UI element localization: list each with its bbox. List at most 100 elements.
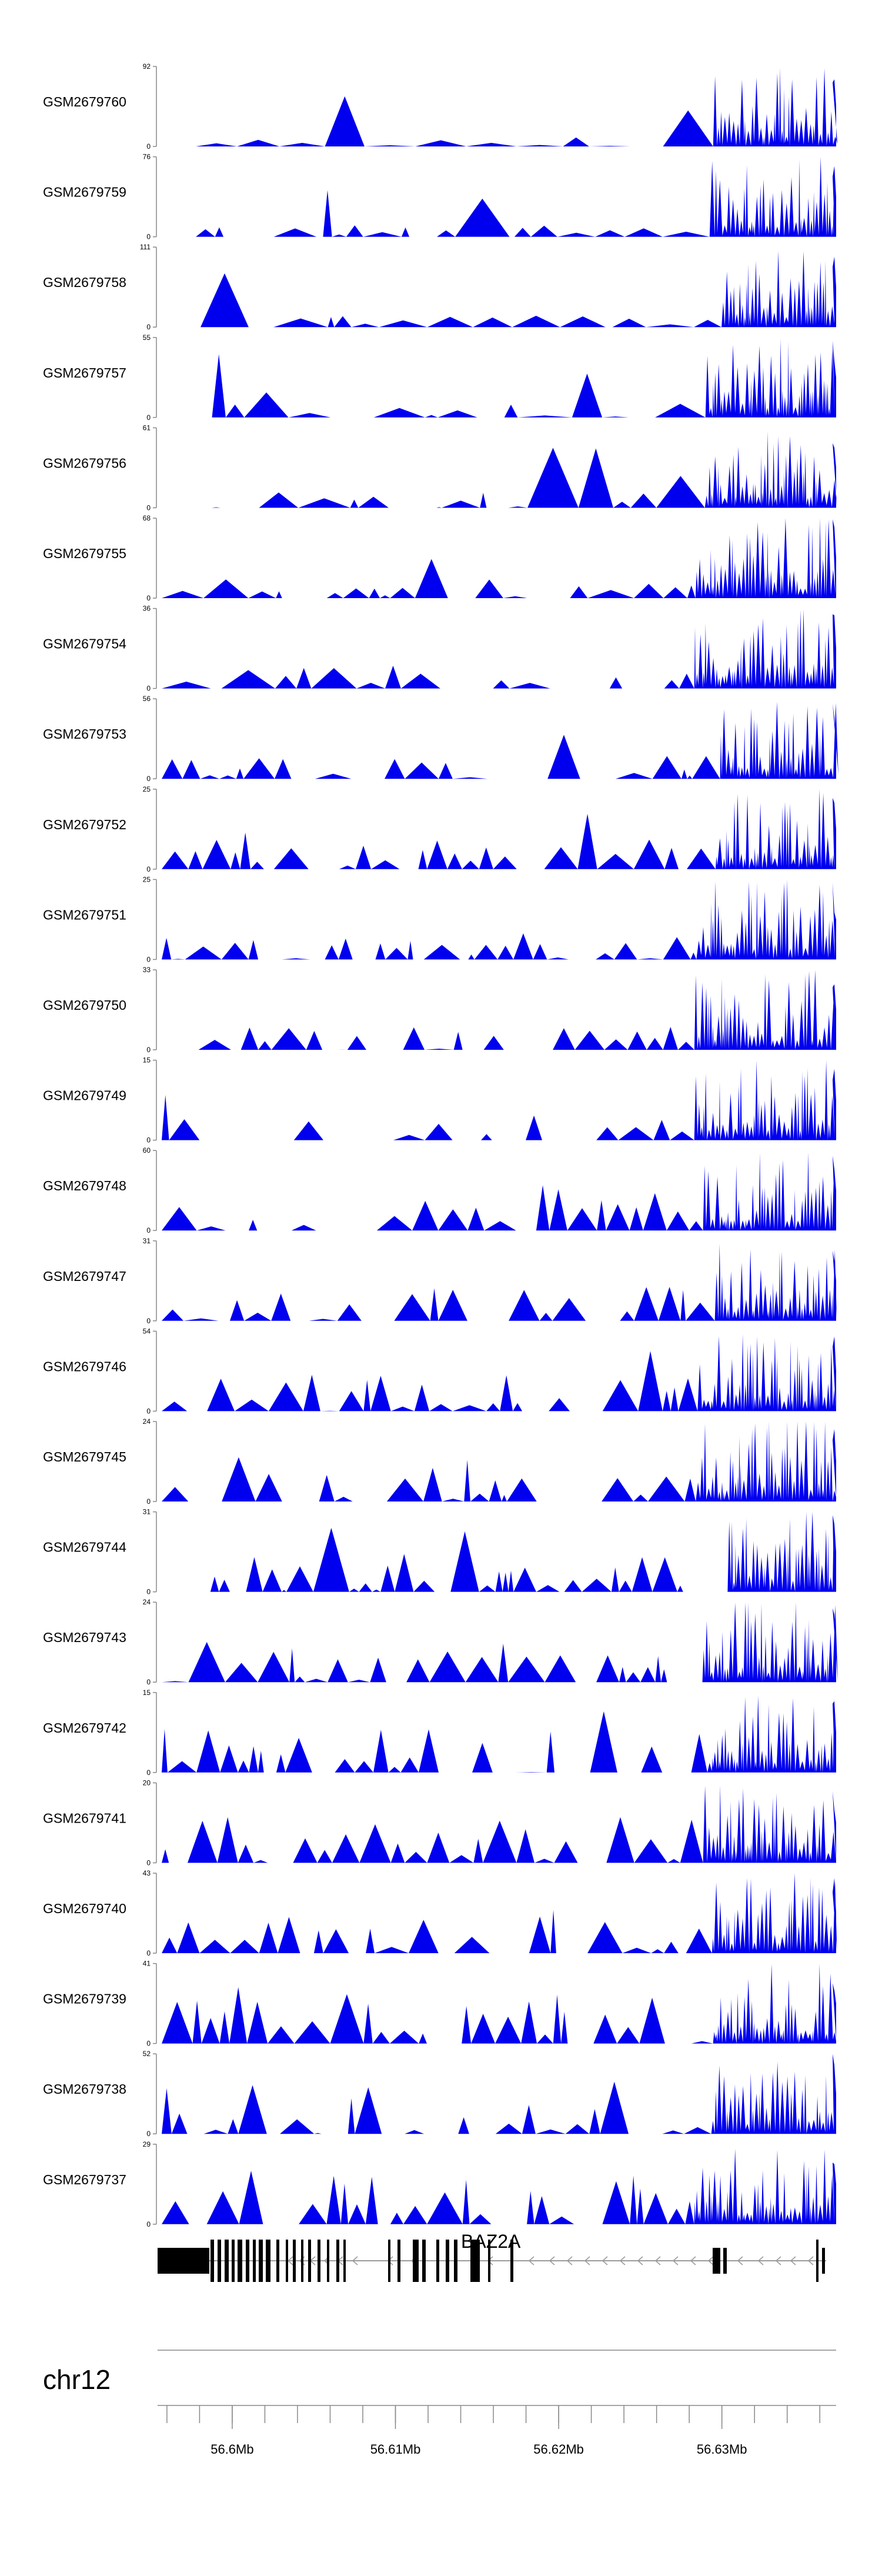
- track-label: GSM2679756: [43, 455, 126, 471]
- y-min-label: 0: [146, 323, 151, 331]
- coverage-area: [162, 702, 838, 779]
- exon-block: [510, 2240, 513, 2282]
- track-GSM2679757: GSM2679757 55 0: [43, 333, 836, 422]
- y-max-label: 24: [143, 1598, 151, 1606]
- y-max-label: 43: [143, 1869, 151, 1877]
- coverage-area: [162, 879, 836, 960]
- coverage-area: [162, 1696, 836, 1773]
- y-min-label: 0: [146, 1769, 151, 1777]
- track-label: GSM2679753: [43, 726, 126, 742]
- track-label: GSM2679742: [43, 1720, 126, 1736]
- coverage-area: [162, 2148, 836, 2224]
- exon-block: [446, 2240, 449, 2282]
- coverage-area: [162, 1334, 836, 1412]
- exon-block: [211, 2240, 214, 2282]
- exon-block: [327, 2240, 329, 2282]
- exon-block: [343, 2240, 346, 2282]
- coverage-area: [162, 1243, 837, 1321]
- y-max-label: 55: [143, 333, 151, 342]
- y-min-label: 0: [146, 1858, 151, 1867]
- track-GSM2679760: GSM2679760 92 0: [43, 62, 838, 151]
- coverage-area: [162, 1602, 838, 1683]
- y-min-label: 0: [146, 2040, 151, 2048]
- coverage-area: [191, 68, 838, 147]
- track-label: GSM2679760: [43, 94, 126, 109]
- strand-arrow: [602, 2256, 608, 2265]
- exon-block: [713, 2248, 720, 2274]
- y-min-label: 0: [146, 1678, 151, 1686]
- y-max-label: 60: [143, 1146, 151, 1154]
- gene-model-track: BAZ2A: [158, 2231, 826, 2282]
- coverage-area: [162, 339, 836, 418]
- strand-arrow: [737, 2256, 743, 2265]
- coverage-area: [162, 518, 836, 598]
- coverage-area: [162, 2054, 836, 2134]
- y-max-label: 36: [143, 605, 151, 613]
- strand-arrow: [654, 2256, 661, 2265]
- y-min-label: 0: [146, 1949, 151, 1957]
- y-max-label: 31: [143, 1508, 151, 1516]
- coverage-area: [162, 970, 836, 1050]
- y-max-label: 33: [143, 966, 151, 974]
- exon-block: [301, 2240, 303, 2282]
- y-max-label: 15: [143, 1689, 151, 1697]
- exon-block: [723, 2248, 727, 2274]
- y-max-label: 25: [143, 785, 151, 793]
- exon-block: [293, 2240, 296, 2282]
- track-label: GSM2679738: [43, 2081, 126, 2097]
- track-GSM2679746: GSM2679746 54 0: [43, 1327, 836, 1415]
- track-GSM2679755: GSM2679755 68 0: [43, 514, 836, 602]
- track-label: GSM2679741: [43, 1810, 126, 1826]
- track-label: GSM2679737: [43, 2172, 126, 2187]
- y-max-label: 29: [143, 2140, 151, 2148]
- track-label: GSM2679748: [43, 1178, 126, 1193]
- coverage-area: [162, 1511, 836, 1592]
- axis-tick-label: 56.6Mb: [211, 2442, 253, 2457]
- y-min-label: 0: [146, 233, 151, 241]
- axis-tick-label: 56.62Mb: [533, 2442, 584, 2457]
- strand-arrow: [352, 2256, 358, 2265]
- track-label: GSM2679752: [43, 817, 126, 832]
- track-label: GSM2679745: [43, 1449, 126, 1464]
- y-max-label: 68: [143, 514, 151, 522]
- track-GSM2679744: GSM2679744 31 0: [43, 1508, 836, 1596]
- track-label: GSM2679750: [43, 997, 126, 1013]
- exon-block: [436, 2240, 439, 2282]
- exon-block: [488, 2240, 490, 2282]
- y-max-label: 24: [143, 1417, 151, 1426]
- track-label: GSM2679744: [43, 1540, 126, 1555]
- track-GSM2679751: GSM2679751 25 0: [43, 875, 836, 963]
- track-GSM2679754: GSM2679754 36 0: [43, 605, 836, 693]
- genome-axis-track: chr12 56.6Mb 56.61Mb 56.62Mb 56.63Mb: [43, 2350, 836, 2457]
- strand-arrow: [528, 2256, 534, 2265]
- strand-arrow: [619, 2256, 626, 2265]
- y-max-label: 41: [143, 1960, 151, 1968]
- coverage-tracks: GSM2679760 92 0 GSM2679759 76 0 GSM2679758 111 0…: [43, 62, 838, 2228]
- y-max-label: 31: [143, 1237, 151, 1245]
- y-min-label: 0: [146, 1588, 151, 1596]
- y-max-label: 52: [143, 2050, 151, 2058]
- coverage-area: [201, 251, 836, 328]
- track-GSM2679759: GSM2679759 76 0: [43, 153, 836, 241]
- y-max-label: 15: [143, 1056, 151, 1065]
- strand-arrow: [757, 2256, 764, 2265]
- track-GSM2679743: GSM2679743 24 0: [43, 1598, 838, 1686]
- track-GSM2679753: GSM2679753 56 0: [43, 695, 838, 783]
- y-min-label: 0: [146, 775, 151, 783]
- exon-block: [238, 2240, 242, 2282]
- track-GSM2679739: GSM2679739 41 0: [43, 1960, 837, 2048]
- strand-arrow: [584, 2256, 590, 2265]
- track-GSM2679745: GSM2679745 24 0: [43, 1417, 836, 1506]
- y-min-label: 0: [146, 2220, 151, 2228]
- strand-arrow: [672, 2256, 679, 2265]
- axis-tick-label: 56.63Mb: [697, 2442, 747, 2457]
- exon-block: [413, 2240, 419, 2282]
- strand-arrow: [707, 2256, 714, 2265]
- exon-block: [253, 2240, 256, 2282]
- track-label: GSM2679751: [43, 907, 126, 922]
- coverage-area: [162, 1152, 836, 1231]
- exon-block: [318, 2240, 320, 2282]
- y-max-label: 20: [143, 1778, 151, 1787]
- track-GSM2679752: GSM2679752 25 0: [43, 785, 836, 873]
